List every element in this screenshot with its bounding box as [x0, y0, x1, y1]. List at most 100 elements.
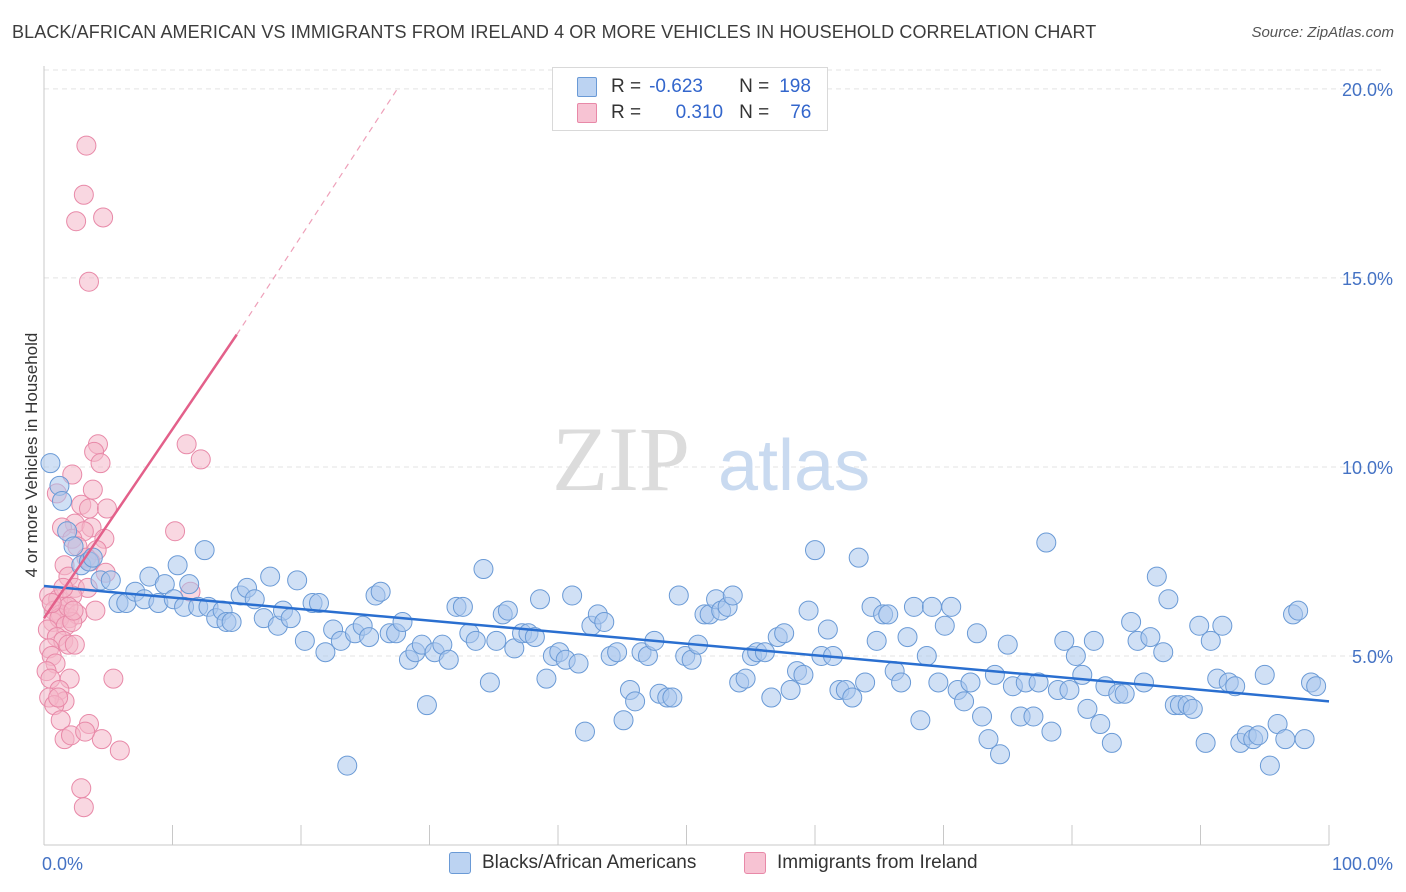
- blue-point: [1121, 611, 1142, 632]
- legend-row-blue: R = -0.623 N = 198: [577, 75, 811, 99]
- blue-point: [416, 695, 437, 716]
- y-tick-label: 5.0%: [1352, 647, 1393, 667]
- blue-point: [855, 672, 876, 693]
- blue-point: [1225, 676, 1246, 697]
- blue-point: [308, 593, 329, 614]
- pink-point: [85, 600, 106, 621]
- blue-point: [562, 585, 583, 606]
- y-tick-label: 15.0%: [1342, 269, 1393, 289]
- blue-point: [1189, 615, 1210, 636]
- blue-point: [594, 611, 615, 632]
- blue-point: [1041, 721, 1062, 742]
- blue-point: [154, 574, 175, 595]
- blue-point: [1195, 732, 1216, 753]
- pink-point: [78, 271, 99, 292]
- pink-trend-line: [42, 333, 238, 619]
- blue-point: [903, 596, 924, 617]
- blue-point: [1133, 672, 1154, 693]
- legend-n-value: 198: [779, 76, 811, 97]
- legend-label-ireland: Immigrants from Ireland: [777, 852, 978, 873]
- source-note: Source: ZipAtlas.com: [1251, 24, 1394, 41]
- blue-point: [891, 672, 912, 693]
- blue-point: [934, 615, 955, 636]
- legend-swatch-blue: [577, 77, 597, 97]
- pink-point: [90, 453, 111, 474]
- blue-point: [798, 600, 819, 621]
- blue-point: [1259, 755, 1280, 776]
- blue-point: [960, 672, 981, 693]
- x-tick-label: 0.0%: [42, 854, 83, 874]
- pink-point: [75, 721, 96, 742]
- blue-point: [1294, 729, 1315, 750]
- blue-point: [1028, 672, 1049, 693]
- blue-trend-line: [43, 584, 1330, 703]
- pink-point: [82, 479, 103, 500]
- blue-point: [1254, 664, 1275, 685]
- blue-point: [530, 589, 551, 610]
- blue-point: [793, 664, 814, 685]
- blue-point: [221, 611, 242, 632]
- legend-swatch-pink: [744, 852, 766, 874]
- blue-point: [607, 642, 628, 663]
- blue-point: [1054, 630, 1075, 651]
- legend-r-value: 0.310: [675, 102, 724, 123]
- blue-point: [668, 585, 689, 606]
- blue-point: [479, 672, 500, 693]
- pink-point: [76, 135, 97, 156]
- blue-point: [51, 490, 72, 511]
- blue-point: [921, 596, 942, 617]
- legend-r-value: -0.623: [649, 76, 703, 97]
- pink-point: [66, 211, 87, 232]
- blue-point: [194, 540, 215, 561]
- blue-point: [984, 664, 1005, 685]
- blue-point: [287, 570, 308, 591]
- blue-point: [1306, 676, 1327, 697]
- blue-point: [452, 596, 473, 617]
- pink-point: [71, 778, 92, 799]
- blue-point: [40, 453, 61, 474]
- blue-point: [978, 729, 999, 750]
- blue-point: [260, 566, 281, 587]
- blue-point: [465, 630, 486, 651]
- watermark-atlas: atlas: [718, 426, 870, 506]
- blue-point: [1023, 706, 1044, 727]
- blue-point: [1153, 642, 1174, 663]
- blue-point: [805, 540, 825, 561]
- pink-point: [73, 797, 94, 818]
- pink-point: [93, 207, 114, 228]
- blue-point: [1140, 627, 1161, 648]
- pink-point: [91, 729, 112, 750]
- blue-point: [370, 581, 391, 602]
- blue-point: [574, 721, 595, 742]
- blue-point: [941, 596, 962, 617]
- legend-item-ireland: Immigrants from Ireland: [744, 852, 978, 874]
- blue-point: [1036, 532, 1057, 553]
- pink-trend-extension: [236, 88, 398, 335]
- pink-point: [176, 434, 197, 455]
- blue-point: [735, 668, 756, 689]
- pink-point: [109, 740, 130, 761]
- blue-point: [761, 687, 782, 708]
- blue-point: [1158, 589, 1179, 610]
- blue-point: [359, 627, 380, 648]
- blue-point: [662, 687, 683, 708]
- blue-point: [1090, 714, 1111, 735]
- blue-point: [315, 642, 336, 663]
- blue-point: [100, 570, 121, 591]
- blue-point: [1288, 600, 1309, 621]
- pink-point: [73, 184, 94, 205]
- legend-row-pink: R = 0.310 N = 76: [577, 101, 811, 125]
- blue-point: [1182, 698, 1203, 719]
- pink-point: [103, 668, 124, 689]
- pink-point: [63, 600, 84, 621]
- blue-point: [1114, 683, 1135, 704]
- stats-legend: R = -0.623 N = 198 R = 0.310 N = 76: [552, 67, 828, 131]
- blue-point: [613, 710, 634, 731]
- blue-point: [392, 611, 413, 632]
- blue-point: [866, 630, 887, 651]
- x-tick-label: 100.0%: [1332, 854, 1393, 874]
- legend-r-label: R =: [611, 102, 642, 123]
- blue-point: [337, 755, 358, 776]
- blue-point: [568, 653, 589, 674]
